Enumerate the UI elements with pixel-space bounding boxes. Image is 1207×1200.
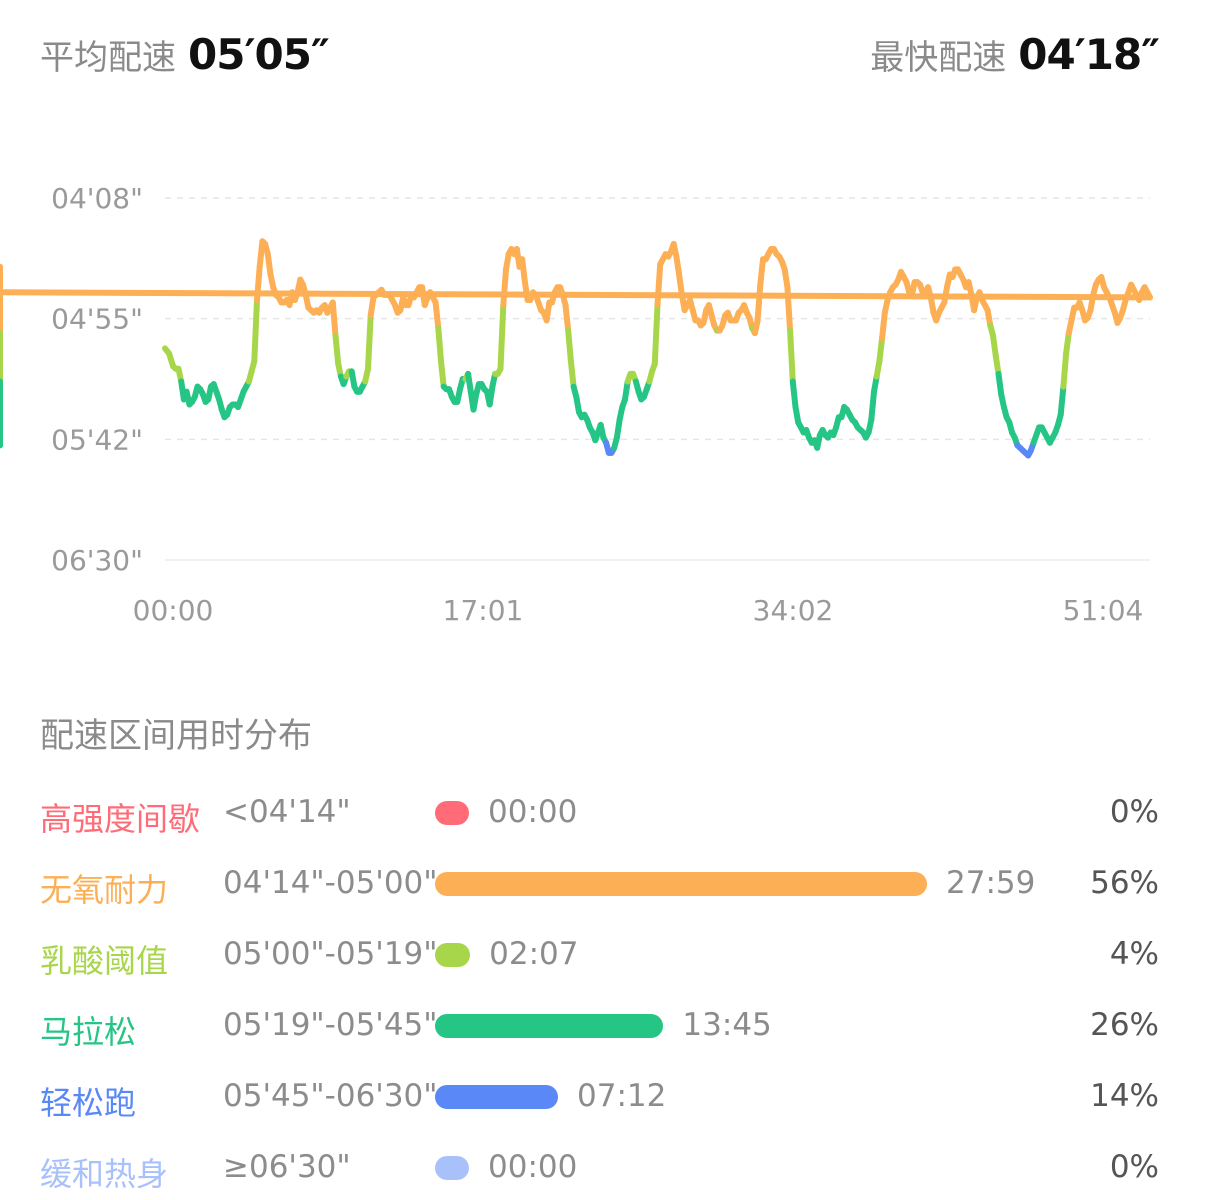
- best-pace-summary: 最快配速 04′18″: [870, 30, 1160, 90]
- zone-time: 13:45: [682, 1007, 772, 1043]
- best-pace-label: 最快配速: [870, 38, 1007, 78]
- zone-percent: 14%: [1090, 1078, 1159, 1114]
- pace-line-segment: [251, 297, 260, 365]
- y-tick-label: 06'30": [51, 544, 143, 577]
- pace-line-segment: [990, 332, 999, 360]
- y-tick-label: 04'08": [51, 182, 143, 215]
- zone-row: 无氧耐力 04'14"-05'00" 27:59 56%: [0, 853, 1207, 913]
- zone-distribution-title: 配速区间用时分布: [40, 716, 312, 756]
- pace-line-segment: [676, 271, 685, 298]
- pace-line-segment: [565, 327, 574, 365]
- zone-percent: 4%: [1109, 936, 1159, 972]
- pace-line-segment: [329, 299, 339, 339]
- pace-line-segment: [435, 325, 444, 365]
- pace-line-segment: [622, 378, 631, 403]
- pace-line-segment: [367, 294, 377, 319]
- avg-pace-label: 平均配速: [40, 38, 176, 78]
- pace-line-segment: [465, 370, 474, 395]
- avg-pace-value: 05′05″: [188, 30, 330, 79]
- pace-line-segment: [992, 353, 1002, 377]
- zone-bar: [435, 1014, 664, 1038]
- pace-line-segment: [868, 388, 877, 423]
- best-pace-value: 04′18″: [1018, 30, 1160, 79]
- zone-name: 缓和热身: [40, 1155, 169, 1193]
- pace-line-segment: [567, 358, 577, 390]
- y-tick-label: 04'55": [51, 303, 143, 336]
- zone-bar: [435, 801, 469, 825]
- zone-row: 高强度间歇 <04'14" 00:00 0%: [0, 782, 1207, 842]
- zone-range: 05'45"-06'30": [223, 1078, 438, 1114]
- zone-percent: 0%: [1109, 1149, 1159, 1185]
- pace-line-segment: [486, 383, 496, 408]
- pace-line-segment: [332, 332, 342, 367]
- zone-time: 27:59: [946, 865, 1036, 901]
- pace-line-segment: [562, 302, 572, 334]
- zone-range: 04'14"-05'00": [223, 865, 438, 901]
- pace-line-segment: [1063, 330, 1072, 357]
- pace-line-segment: [613, 416, 623, 441]
- pace-line-segment: [673, 253, 683, 278]
- pace-chart: 04'08" 04'55" 05'42" 06'30" 00:00 17:01 34:02 5…: [0, 182, 1153, 627]
- pace-line-segment: [876, 335, 886, 365]
- pace-line-segment: [497, 302, 507, 372]
- x-tick-label: 00:00: [133, 594, 214, 627]
- zone-percent: 0%: [1109, 794, 1159, 830]
- zone-name: 乳酸阈值: [40, 942, 169, 980]
- x-tick-label: 51:04: [1063, 594, 1144, 627]
- zone-row: 缓和热身 ≥06'30" 00:00 0%: [0, 1137, 1207, 1197]
- pace-line-segment: [879, 309, 888, 342]
- pace-line-segment: [789, 378, 799, 410]
- zone-name: 轻松跑: [40, 1084, 137, 1122]
- zone-row: 乳酸阈值 05'00"-05'19" 02:07 4%: [0, 924, 1207, 984]
- zone-name: 高强度间歇: [40, 800, 201, 838]
- zone-bar: [435, 872, 927, 896]
- zone-row: 马拉松 05'19"-05'45" 13:45 26%: [0, 995, 1207, 1055]
- zone-percent: 26%: [1090, 1007, 1159, 1043]
- zone-range: <04'14": [223, 794, 351, 830]
- pace-line-segment: [654, 261, 664, 309]
- pace-line-segment: [438, 358, 447, 390]
- zone-time: 07:12: [577, 1078, 667, 1114]
- x-tick-label: 17:01: [443, 594, 524, 627]
- pace-line-segment: [1060, 350, 1070, 390]
- avg-pace-summary: 平均配速 05′05″: [40, 30, 330, 90]
- pace-line-segment: [432, 299, 442, 331]
- pace-line-segment: [365, 312, 374, 372]
- y-tick-label: 05'42": [51, 423, 143, 456]
- pace-line-segment: [519, 256, 528, 286]
- pace-line-segment: [787, 327, 796, 385]
- pace-line-segment: [995, 370, 1005, 398]
- pace-line-segment: [256, 238, 266, 270]
- pace-line-segment: [757, 256, 766, 288]
- zone-time: 02:07: [489, 936, 579, 972]
- zone-bar: [435, 943, 471, 967]
- pace-line-segment: [500, 266, 509, 309]
- pace-line-segment: [0, 289, 1153, 301]
- pace-line-segment: [651, 302, 661, 367]
- x-tick-label: 34:02: [753, 594, 834, 627]
- pace-line-segment: [1057, 383, 1067, 418]
- zone-name: 马拉松: [40, 1013, 137, 1051]
- pace-line-segment: [781, 266, 791, 291]
- zone-bar: [435, 1156, 469, 1180]
- pace-line-segment: [264, 251, 274, 278]
- zone-range: ≥06'30": [223, 1149, 351, 1185]
- zone-time: 00:00: [488, 1149, 578, 1185]
- zone-bar: [435, 1085, 558, 1109]
- zone-range: 05'00"-05'19": [223, 936, 438, 972]
- zone-name: 无氧耐力: [40, 871, 169, 909]
- pace-line-segment: [754, 281, 764, 324]
- zone-range: 05'19"-05'45": [223, 1007, 438, 1043]
- zone-row: 轻松跑 05'45"-06'30" 07:12 14%: [0, 1066, 1207, 1126]
- zone-percent: 56%: [1090, 865, 1159, 901]
- zone-time: 00:00: [488, 794, 578, 830]
- pace-line-segment: [543, 299, 553, 324]
